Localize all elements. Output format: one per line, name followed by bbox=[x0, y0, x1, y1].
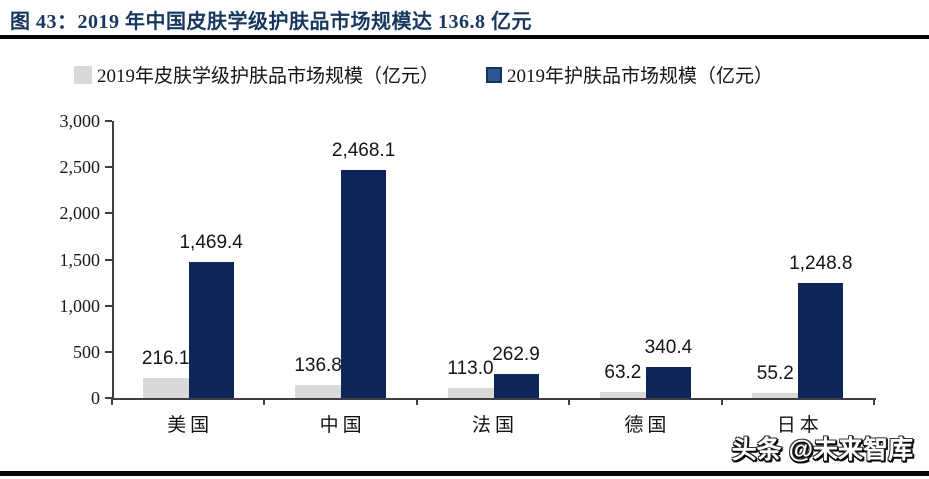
x-axis-tick bbox=[263, 398, 266, 405]
y-axis-tick bbox=[105, 304, 112, 307]
y-axis-tick-label: 500 bbox=[73, 341, 100, 362]
chart-legend: 2019年皮肤学级护肤品市场规模（亿元） 2019年护肤品市场规模（亿元） bbox=[74, 61, 773, 88]
bar-value-label: 262.9 bbox=[492, 343, 540, 365]
legend-item-dermatological-skincare: 2019年皮肤学级护肤品市场规模（亿元） bbox=[74, 61, 439, 88]
category-label: 德国 bbox=[624, 415, 671, 436]
y-axis-tick-label: 0 bbox=[91, 388, 100, 408]
watermark: 头条 @未来智库 bbox=[731, 436, 913, 464]
y-axis-tick-label: 1,500 bbox=[59, 249, 101, 270]
legend-label-dermatological-skincare: 2019年皮肤学级护肤品市场规模（亿元） bbox=[97, 66, 440, 87]
bar-series-1-中国 bbox=[341, 170, 387, 398]
bar-value-label: 55.2 bbox=[756, 362, 794, 384]
legend-label-total-skincare: 2019年护肤品市场规模（亿元） bbox=[507, 66, 774, 87]
bar-value-label: 340.4 bbox=[644, 336, 693, 358]
category-label: 美国 bbox=[167, 415, 214, 436]
y-axis-tick bbox=[105, 166, 112, 169]
legend-swatch-blue-icon bbox=[486, 66, 503, 83]
bar-series-0-法国 bbox=[447, 387, 494, 398]
x-axis-tick bbox=[415, 398, 418, 405]
y-axis-tick-label: 3,000 bbox=[59, 111, 101, 131]
category-label: 日本 bbox=[776, 415, 823, 436]
y-axis-tick-label: 2,000 bbox=[59, 203, 101, 224]
bar-series-1-法国 bbox=[493, 373, 539, 398]
category-label: 法国 bbox=[471, 415, 519, 436]
plot-area bbox=[112, 121, 876, 400]
y-axis-tick bbox=[105, 350, 112, 353]
bar-series-0-美国 bbox=[142, 378, 189, 398]
y-axis-tick-label: 1,000 bbox=[59, 295, 101, 316]
figure-title: 图 43：2019 年中国皮肤学级护肤品市场规模达 136.8 亿元 bbox=[10, 11, 532, 33]
bar-series-1-德国 bbox=[645, 366, 691, 398]
title-divider bbox=[0, 35, 929, 39]
bar-value-label: 2,468.1 bbox=[331, 140, 396, 162]
category-label: 中国 bbox=[319, 415, 366, 436]
bar-value-label: 216.1 bbox=[141, 348, 190, 370]
bar-series-0-中国 bbox=[295, 385, 342, 398]
legend-swatch-gray-icon bbox=[74, 65, 92, 84]
y-axis-tick bbox=[105, 258, 112, 261]
bottom-divider bbox=[0, 471, 929, 476]
bar-series-1-美国 bbox=[188, 262, 234, 398]
legend-item-total-skincare: 2019年护肤品市场规模（亿元） bbox=[486, 61, 773, 88]
x-axis-tick bbox=[111, 398, 113, 405]
x-axis-tick bbox=[568, 398, 571, 405]
bar-value-label: 1,248.8 bbox=[789, 252, 853, 274]
y-axis-tick-label: 2,500 bbox=[59, 157, 101, 178]
bar-value-label: 63.2 bbox=[604, 362, 642, 384]
x-axis-tick bbox=[873, 398, 875, 405]
bar-value-label: 1,469.4 bbox=[179, 232, 243, 254]
y-axis-tick bbox=[105, 120, 112, 122]
y-axis-tick bbox=[105, 397, 112, 399]
bar-value-label: 136.8 bbox=[294, 355, 342, 377]
x-axis-tick bbox=[720, 398, 723, 405]
bar-series-0-日本 bbox=[752, 392, 799, 398]
bar-value-label: 113.0 bbox=[447, 357, 494, 379]
bar-series-1-日本 bbox=[798, 282, 844, 398]
bar-series-0-德国 bbox=[599, 392, 646, 398]
y-axis-tick bbox=[105, 212, 112, 215]
